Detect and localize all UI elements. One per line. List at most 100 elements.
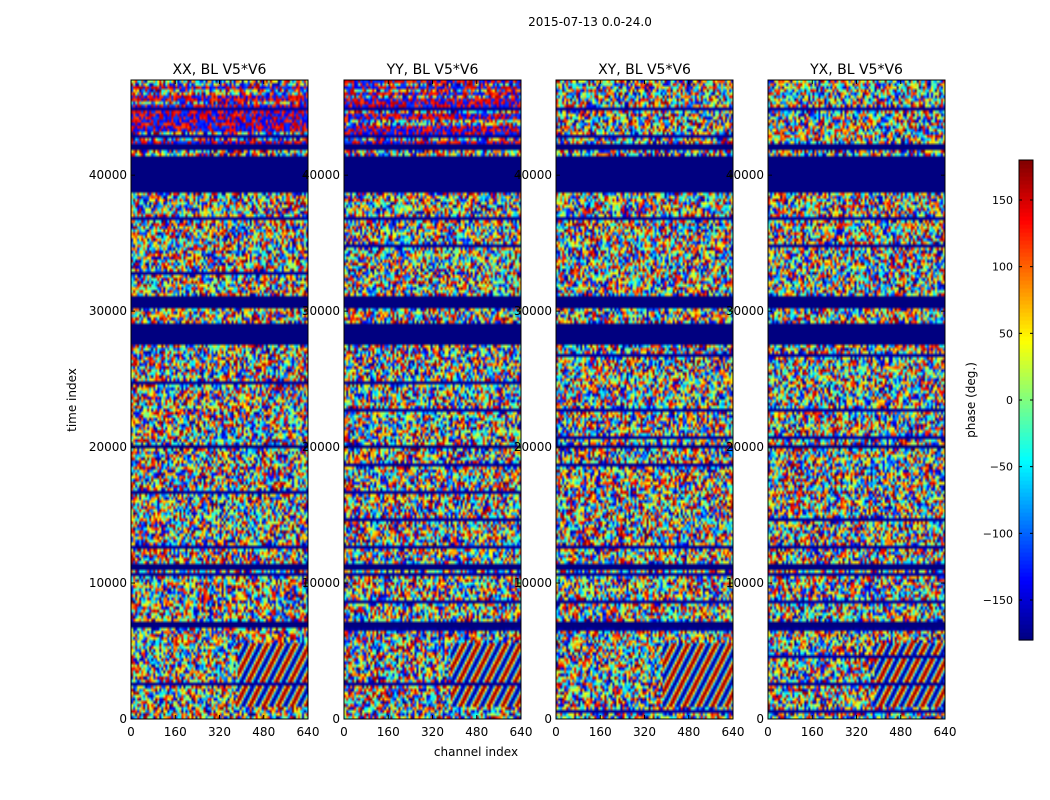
colorbar-segment [1019,420,1033,425]
colorbar-label: phase (deg.) [964,362,978,438]
colorbar-segment [1019,372,1033,377]
colorbar-segment [1019,504,1033,509]
colorbar-segment [1019,604,1033,609]
y-tick-label: 20000 [726,440,764,454]
colorbar-segment [1019,288,1033,293]
colorbar-segment [1019,200,1033,205]
y-tick-label: 30000 [302,304,340,318]
y-tick-label: 40000 [89,168,127,182]
colorbar-segment [1019,276,1033,281]
colorbar-segment [1019,428,1033,433]
y-tick-label: 30000 [514,304,552,318]
y-tick-label: 20000 [302,440,340,454]
colorbar-segment [1019,260,1033,265]
y-tick-label: 30000 [89,304,127,318]
colorbar-segment [1019,572,1033,577]
colorbar-segment [1019,168,1033,173]
colorbar-segment [1019,196,1033,201]
colorbar-segment [1019,464,1033,469]
colorbar-segment [1019,356,1033,361]
colorbar-segment [1019,456,1033,461]
colorbar-segment [1019,480,1033,485]
colorbar-segment [1019,332,1033,337]
x-tick-label: 640 [297,725,320,739]
y-tick-label: 0 [544,712,552,726]
y-tick-label: 20000 [514,440,552,454]
y-tick-label: 0 [332,712,340,726]
x-tick-label: 480 [465,725,488,739]
colorbar-tick-label: −50 [990,461,1013,474]
colorbar-segment [1019,368,1033,373]
colorbar-segment [1019,520,1033,525]
colorbar-segment [1019,204,1033,209]
colorbar-segment [1019,576,1033,581]
y-tick-label: 0 [119,712,127,726]
colorbar-tick-label: 100 [992,261,1013,274]
colorbar-segment [1019,320,1033,325]
colorbar-segment [1019,192,1033,197]
colorbar-segment [1019,164,1033,169]
colorbar-segment [1019,556,1033,561]
colorbar-segment [1019,512,1033,517]
colorbar-segment [1019,628,1033,633]
colorbar-segment [1019,552,1033,557]
colorbar-segment [1019,268,1033,273]
colorbar-segment [1019,364,1033,369]
x-tick-label: 480 [252,725,275,739]
colorbar-segment [1019,516,1033,521]
colorbar-segment [1019,304,1033,309]
colorbar-segment [1019,488,1033,493]
colorbar-segment [1019,448,1033,453]
colorbar-segment [1019,600,1033,605]
colorbar-segment [1019,300,1033,305]
colorbar-segment [1019,500,1033,505]
y-tick-label: 40000 [514,168,552,182]
colorbar-tick-label: −150 [983,594,1013,607]
y-tick-label: 10000 [514,576,552,590]
colorbar-segment [1019,616,1033,621]
colorbar-segment [1019,432,1033,437]
colorbar-segment [1019,424,1033,429]
colorbar-tick-label: 0 [1006,394,1013,407]
colorbar-segment [1019,496,1033,501]
colorbar-segment [1019,408,1033,413]
colorbar-segment [1019,548,1033,553]
colorbar-segment [1019,484,1033,489]
colorbar-segment [1019,380,1033,385]
colorbar-segment [1019,396,1033,401]
y-tick-label: 10000 [302,576,340,590]
colorbar-segment [1019,216,1033,221]
colorbar-tick-label: 150 [992,194,1013,207]
heatmap-panels: XX, BL V5*V6 0 160 320 480 640 0 10000 20000 3000… [89,62,957,739]
colorbar-segment [1019,404,1033,409]
colorbar-segment [1019,264,1033,269]
x-tick-label: 0 [552,725,560,739]
colorbar-segment [1019,348,1033,353]
colorbar-segment [1019,508,1033,513]
colorbar-segment [1019,184,1033,189]
colorbar-segment [1019,632,1033,637]
colorbar-segment [1019,436,1033,441]
x-tick-label: 0 [764,725,772,739]
colorbar-segment [1019,400,1033,405]
colorbar-segment [1019,244,1033,249]
colorbar-segment [1019,412,1033,417]
x-tick-label: 320 [208,725,231,739]
x-tick-label: 320 [845,725,868,739]
x-axis-label: channel index [434,745,518,759]
colorbar-segment [1019,620,1033,625]
colorbar-segment [1019,296,1033,301]
colorbar-segment [1019,252,1033,257]
colorbar-segment [1019,492,1033,497]
colorbar-segment [1019,440,1033,445]
colorbar-segment [1019,208,1033,213]
colorbar-segment [1019,272,1033,277]
colorbar-segment [1019,360,1033,365]
y-tick-label: 10000 [89,576,127,590]
colorbar-segment [1019,176,1033,181]
panel-4: YX, BL V5*V6 0 160 320 480 640 0 10000 20000 3000… [726,62,957,739]
colorbar-segment [1019,596,1033,601]
colorbar-segment [1019,532,1033,537]
x-tick-label: 0 [340,725,348,739]
colorbar-segment [1019,540,1033,545]
